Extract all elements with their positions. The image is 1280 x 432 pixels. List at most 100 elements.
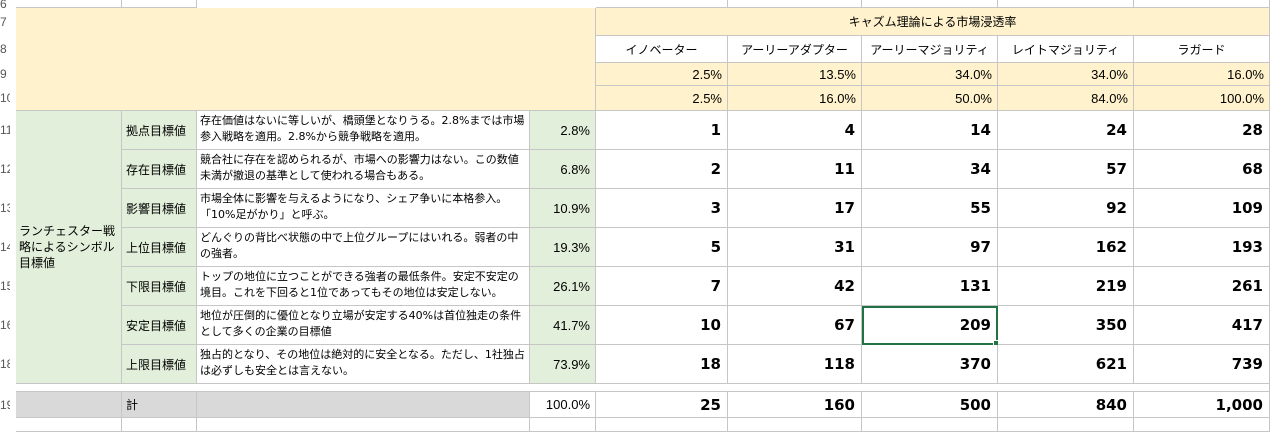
target-value[interactable]: 621 [998, 345, 1134, 384]
target-share[interactable]: 2.8% [530, 111, 596, 150]
target-description[interactable]: 地位が圧倒的に優位となり立場が安定する40%は首位独走の条件として多くの企業の目… [197, 306, 530, 345]
target-value[interactable]: 162 [998, 228, 1134, 267]
total-value[interactable]: 840 [998, 392, 1134, 418]
target-value[interactable]: 24 [998, 111, 1134, 150]
segment-header[interactable]: ラガード [1134, 36, 1270, 63]
row-number[interactable]: 8 [0, 42, 7, 56]
target-value[interactable]: 17 [728, 189, 862, 228]
row-number[interactable]: 19 [0, 398, 10, 412]
segment-cumulative[interactable]: 50.0% [862, 86, 998, 111]
row-number[interactable]: 9 [0, 67, 7, 81]
segment-share[interactable]: 16.0% [1134, 63, 1270, 86]
target-value[interactable]: 10 [596, 306, 728, 345]
target-name[interactable]: 影響目標値 [122, 189, 197, 228]
total-label[interactable]: 計 [122, 392, 197, 418]
target-value[interactable]: 34 [862, 150, 998, 189]
strategy-label[interactable]: ランチェスター戦略によるシンボル目標値 [16, 111, 122, 384]
header-title[interactable]: キャズム理論による市場浸透率 [596, 8, 1270, 36]
row-number[interactable]: 12 [0, 162, 10, 176]
target-description[interactable]: 市場全体に影響を与えるようになり、シェア争いに本格参入。「10%足がかり」と呼ぶ… [197, 189, 530, 228]
target-value[interactable]: 2 [596, 150, 728, 189]
row-number[interactable]: 10 [0, 91, 10, 105]
total-value[interactable]: 25 [596, 392, 728, 418]
segment-header[interactable]: イノベーター [596, 36, 728, 63]
target-share[interactable]: 10.9% [530, 189, 596, 228]
segment-cumulative[interactable]: 84.0% [998, 86, 1134, 111]
target-value[interactable]: 219 [998, 267, 1134, 306]
target-value[interactable]: 3 [596, 189, 728, 228]
target-value[interactable]: 7 [596, 267, 728, 306]
cell-top-a[interactable] [16, 0, 122, 8]
segment-share[interactable]: 34.0% [862, 63, 998, 86]
target-description[interactable]: トップの地位に立つことができる強者の最低条件。安定不安定の境目。これを下回ると1… [197, 267, 530, 306]
segment-share[interactable]: 34.0% [998, 63, 1134, 86]
target-value[interactable]: 1 [596, 111, 728, 150]
segment-cumulative[interactable]: 2.5% [596, 86, 728, 111]
row-number[interactable]: 6 [0, 0, 7, 8]
row-number[interactable]: 18 [0, 357, 10, 371]
total-value[interactable]: 500 [862, 392, 998, 418]
target-share[interactable]: 41.7% [530, 306, 596, 345]
target-value[interactable]: 31 [728, 228, 862, 267]
total-share[interactable]: 100.0% [530, 392, 596, 418]
target-name[interactable]: 上限目標値 [122, 345, 197, 384]
target-share[interactable]: 6.8% [530, 150, 596, 189]
target-value[interactable]: 55 [862, 189, 998, 228]
cell-top[interactable] [596, 0, 728, 8]
total-desc-blank[interactable] [197, 392, 530, 418]
target-value[interactable]: 92 [998, 189, 1134, 228]
target-value[interactable]: 118 [728, 345, 862, 384]
target-share[interactable]: 19.3% [530, 228, 596, 267]
target-value[interactable]: 57 [998, 150, 1134, 189]
target-value[interactable]: 350 [998, 306, 1134, 345]
row-number[interactable]: 7 [0, 15, 7, 29]
target-value[interactable]: 28 [1134, 111, 1270, 150]
target-share[interactable]: 26.1% [530, 267, 596, 306]
target-value[interactable]: 67 [728, 306, 862, 345]
target-name[interactable]: 上位目標値 [122, 228, 197, 267]
segment-share[interactable]: 13.5% [728, 63, 862, 86]
target-value[interactable]: 97 [862, 228, 998, 267]
segment-share[interactable]: 2.5% [596, 63, 728, 86]
target-value[interactable]: 370 [862, 345, 998, 384]
selected-cell[interactable]: 209 [862, 306, 1000, 347]
segment-header[interactable]: アーリーマジョリティ [862, 36, 998, 63]
segment-header[interactable]: レイトマジョリティ [998, 36, 1134, 63]
target-value[interactable]: 109 [1134, 189, 1270, 228]
cell-top[interactable] [862, 0, 998, 8]
target-description[interactable]: 独占的となり、その地位は絶対的に安全となる。ただし、1社独占は必ずしも安全とは言… [197, 345, 530, 384]
row-number[interactable]: 15 [0, 279, 10, 293]
total-value[interactable]: 160 [728, 392, 862, 418]
cell-top[interactable] [728, 0, 862, 8]
cell-top-b[interactable] [122, 0, 197, 8]
target-description[interactable]: 競合社に存在を認められるが、市場への影響力はない。この数値未満が撤退の基準として… [197, 150, 530, 189]
segment-header[interactable]: アーリーアダプター [728, 36, 862, 63]
target-value[interactable]: 417 [1134, 306, 1270, 345]
hidden-row-gap[interactable] [16, 384, 1270, 392]
target-value[interactable]: 68 [1134, 150, 1270, 189]
total-blank[interactable] [16, 392, 122, 418]
target-name[interactable]: 下限目標値 [122, 267, 197, 306]
target-value[interactable]: 131 [862, 267, 998, 306]
header-blank-area[interactable] [16, 8, 596, 111]
target-value[interactable]: 11 [728, 150, 862, 189]
row-number[interactable]: 16 [0, 318, 10, 332]
row-number[interactable]: 14 [0, 240, 10, 254]
row-number[interactable]: 11 [0, 123, 10, 137]
row-number[interactable]: 13 [0, 201, 10, 215]
target-description[interactable]: 存在価値はないに等しいが、橋頭堡となりうる。2.8%までは市場参入戦略を適用。2… [197, 111, 530, 150]
target-value[interactable]: 5 [596, 228, 728, 267]
target-value[interactable]: 18 [596, 345, 728, 384]
target-name[interactable]: 拠点目標値 [122, 111, 197, 150]
target-value[interactable]: 261 [1134, 267, 1270, 306]
segment-cumulative[interactable]: 100.0% [1134, 86, 1270, 111]
cell-top[interactable] [998, 0, 1134, 8]
target-value[interactable]: 42 [728, 267, 862, 306]
total-value[interactable]: 1,000 [1134, 392, 1270, 418]
target-value[interactable]: 4 [728, 111, 862, 150]
target-description[interactable]: どんぐりの背比べ状態の中で上位グループにはいれる。弱者の中の強者。 [197, 228, 530, 267]
target-value[interactable]: 14 [862, 111, 998, 150]
cell-top[interactable] [1134, 0, 1270, 8]
target-value[interactable]: 739 [1134, 345, 1270, 384]
target-value[interactable]: 193 [1134, 228, 1270, 267]
